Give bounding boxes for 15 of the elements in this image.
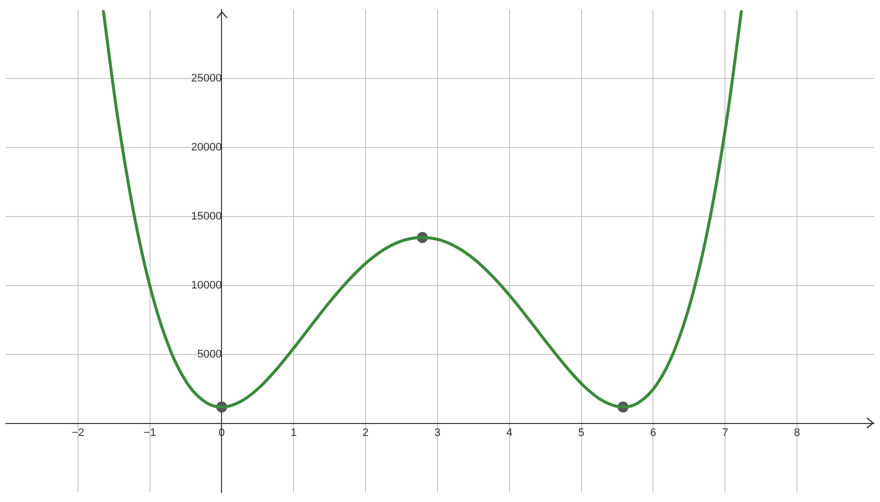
x-tick-label: 3: [434, 427, 441, 440]
x-tick-label: −2: [72, 427, 84, 440]
y-tick-label: 15000: [191, 210, 222, 223]
x-tick-label: 4: [506, 427, 512, 440]
y-tick-label: 20000: [191, 142, 222, 154]
y-tick-label: 10000: [191, 280, 222, 292]
y-tick-label: 5000: [197, 348, 222, 360]
y-tick-label: 25000: [191, 72, 222, 85]
x-tick-label: 8: [794, 427, 800, 440]
x-tick-label: 5: [578, 427, 584, 440]
x-tick-label: 1: [290, 427, 297, 440]
x-tick-label: 6: [650, 427, 656, 440]
x-tick-label: −1: [144, 427, 156, 440]
x-tick-label: 2: [362, 427, 369, 440]
x-tick-label: 7: [722, 427, 728, 440]
